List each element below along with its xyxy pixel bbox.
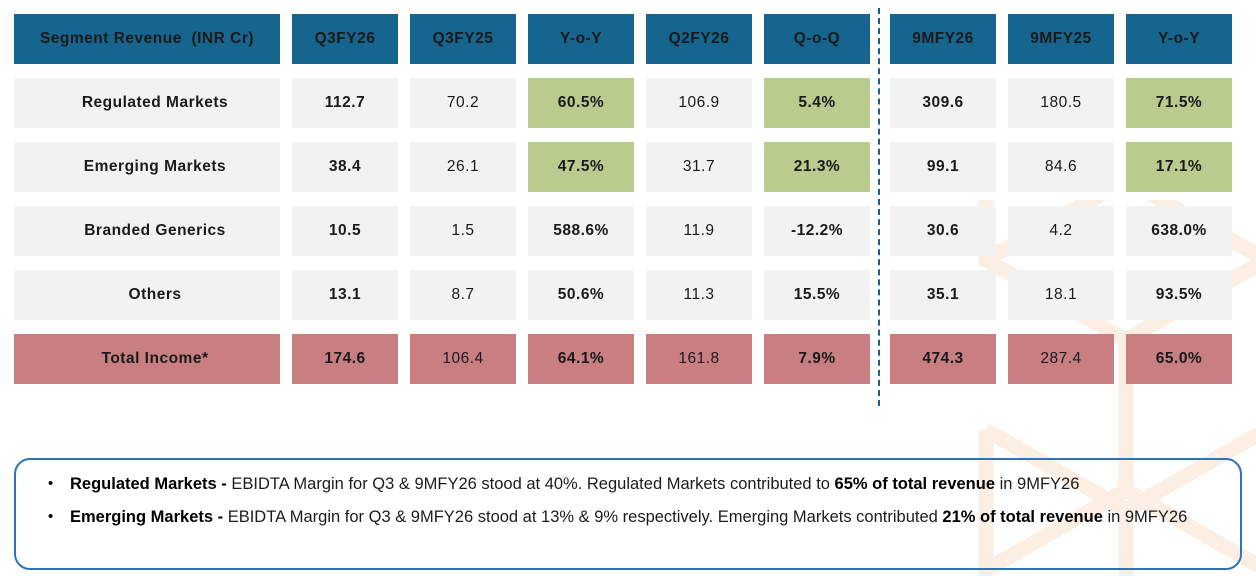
bullet-marker-icon: • bbox=[48, 507, 54, 525]
cell-emerging-yoy-9m: 17.1% bbox=[1126, 142, 1232, 192]
note-text-regulated: Regulated Markets - EBIDTA Margin for Q3… bbox=[70, 475, 1080, 493]
row-label-regulated-markets: Regulated Markets bbox=[14, 78, 280, 128]
table-header-label: Segment Revenue (INR Cr) bbox=[14, 14, 280, 64]
cell-branded-9mfy25: 4.2 bbox=[1008, 206, 1114, 256]
quarter-9m-group-separator bbox=[878, 8, 880, 406]
cell-total-9mfy26: 474.3 bbox=[890, 334, 996, 384]
cell-regulated-9mfy25: 180.5 bbox=[1008, 78, 1114, 128]
col-header-qoq: Q-o-Q bbox=[764, 14, 870, 64]
cell-total-q3fy25: 106.4 bbox=[410, 334, 516, 384]
cell-branded-9mfy26: 30.6 bbox=[890, 206, 996, 256]
cell-others-qoq: 15.5% bbox=[764, 270, 870, 320]
cell-emerging-9mfy25: 84.6 bbox=[1008, 142, 1114, 192]
row-label-total-income: Total Income* bbox=[14, 334, 280, 384]
cell-branded-qoq: -12.2% bbox=[764, 206, 870, 256]
cell-others-9mfy26: 35.1 bbox=[890, 270, 996, 320]
note-bullet-emerging: • Emerging Markets - EBIDTA Margin for Q… bbox=[40, 506, 1214, 530]
note-bullet-regulated: • Regulated Markets - EBIDTA Margin for … bbox=[40, 473, 1214, 497]
col-header-q3fy26: Q3FY26 bbox=[292, 14, 398, 64]
cell-others-q2fy26: 11.3 bbox=[646, 270, 752, 320]
cell-others-9mfy25: 18.1 bbox=[1008, 270, 1114, 320]
col-header-q3fy25: Q3FY25 bbox=[410, 14, 516, 64]
cell-others-q3fy26: 13.1 bbox=[292, 270, 398, 320]
row-label-emerging-markets: Emerging Markets bbox=[14, 142, 280, 192]
cell-regulated-qoq: 5.4% bbox=[764, 78, 870, 128]
cell-emerging-q3fy26: 38.4 bbox=[292, 142, 398, 192]
segment-revenue-table: Segment Revenue (INR Cr) Q3FY26 Q3FY25 Y… bbox=[14, 14, 1232, 384]
cell-branded-q3fy26: 10.5 bbox=[292, 206, 398, 256]
cell-total-yoy-quarter: 64.1% bbox=[528, 334, 634, 384]
cell-total-q2fy26: 161.8 bbox=[646, 334, 752, 384]
col-header-9mfy26: 9MFY26 bbox=[890, 14, 996, 64]
cell-regulated-q2fy26: 106.9 bbox=[646, 78, 752, 128]
cell-total-q3fy26: 174.6 bbox=[292, 334, 398, 384]
cell-others-q3fy25: 8.7 bbox=[410, 270, 516, 320]
cell-emerging-9mfy26: 99.1 bbox=[890, 142, 996, 192]
row-label-others: Others bbox=[14, 270, 280, 320]
cell-emerging-yoy-quarter: 47.5% bbox=[528, 142, 634, 192]
cell-regulated-yoy-quarter: 60.5% bbox=[528, 78, 634, 128]
cell-regulated-q3fy25: 70.2 bbox=[410, 78, 516, 128]
cell-total-qoq: 7.9% bbox=[764, 334, 870, 384]
cell-branded-q3fy25: 1.5 bbox=[410, 206, 516, 256]
cell-branded-yoy-quarter: 588.6% bbox=[528, 206, 634, 256]
cell-emerging-q3fy25: 26.1 bbox=[410, 142, 516, 192]
col-header-yoy-9m: Y-o-Y bbox=[1126, 14, 1232, 64]
cell-total-yoy-9m: 65.0% bbox=[1126, 334, 1232, 384]
cell-regulated-yoy-9m: 71.5% bbox=[1126, 78, 1232, 128]
col-header-9mfy25: 9MFY25 bbox=[1008, 14, 1114, 64]
note-text-emerging: Emerging Markets - EBIDTA Margin for Q3 … bbox=[70, 507, 1188, 526]
bullet-marker-icon: • bbox=[48, 475, 54, 492]
cell-branded-q2fy26: 11.9 bbox=[646, 206, 752, 256]
col-header-yoy-quarter: Y-o-Y bbox=[528, 14, 634, 64]
cell-regulated-9mfy26: 309.6 bbox=[890, 78, 996, 128]
notes-box: • Regulated Markets - EBIDTA Margin for … bbox=[14, 458, 1242, 570]
col-header-q2fy26: Q2FY26 bbox=[646, 14, 752, 64]
cell-total-9mfy25: 287.4 bbox=[1008, 334, 1114, 384]
row-label-branded-generics: Branded Generics bbox=[14, 206, 280, 256]
cell-regulated-q3fy26: 112.7 bbox=[292, 78, 398, 128]
cell-emerging-qoq: 21.3% bbox=[764, 142, 870, 192]
cell-branded-yoy-9m: 638.0% bbox=[1126, 206, 1232, 256]
cell-others-yoy-9m: 93.5% bbox=[1126, 270, 1232, 320]
cell-others-yoy-quarter: 50.6% bbox=[528, 270, 634, 320]
cell-emerging-q2fy26: 31.7 bbox=[646, 142, 752, 192]
